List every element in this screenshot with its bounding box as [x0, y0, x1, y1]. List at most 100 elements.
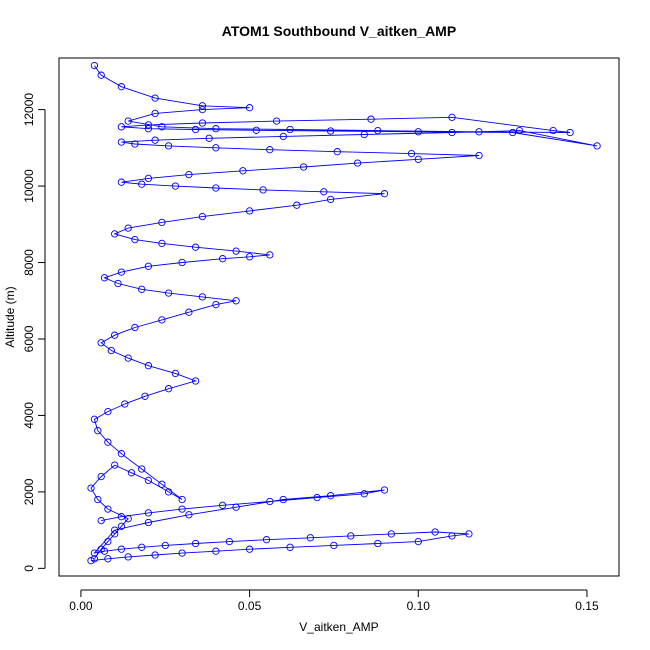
data-point	[414, 128, 422, 136]
data-point	[185, 511, 193, 519]
data-point	[171, 369, 180, 378]
data-point	[367, 115, 375, 123]
data-point	[151, 136, 159, 144]
data-point	[178, 549, 186, 557]
data-point	[164, 142, 173, 150]
data-point	[218, 501, 227, 509]
data-point	[144, 509, 153, 517]
data-point	[158, 316, 166, 324]
y-axis-label: Altitude (m)	[3, 286, 17, 347]
data-point	[326, 127, 335, 135]
data-point	[164, 488, 173, 496]
data-point	[306, 534, 314, 542]
data-point	[212, 300, 220, 309]
data-point	[144, 362, 153, 370]
data-point	[414, 155, 422, 163]
data-point	[111, 526, 119, 534]
data-point	[465, 530, 473, 538]
data-point	[90, 549, 99, 557]
series-line	[90, 489, 469, 562]
data-point	[90, 415, 99, 423]
data-point	[94, 427, 102, 435]
data-point	[111, 331, 119, 339]
data-point	[198, 293, 207, 301]
data-point	[266, 146, 274, 154]
data-point	[171, 182, 180, 190]
data-point	[97, 472, 105, 481]
data-point	[299, 163, 308, 171]
data-point	[262, 536, 271, 544]
data-point	[566, 128, 574, 137]
x-axis-label: V_aitken_AMP	[299, 620, 378, 634]
data-point	[360, 130, 368, 139]
plot-frame	[58, 57, 620, 577]
data-point	[117, 450, 126, 458]
data-point	[158, 123, 166, 131]
data-point	[252, 126, 260, 134]
data-point	[131, 140, 139, 148]
data-point	[87, 557, 95, 565]
data-point	[117, 522, 126, 530]
data-point	[549, 126, 557, 135]
data-point	[191, 125, 200, 134]
y-tick-label: 0	[22, 565, 36, 572]
data-point	[104, 555, 112, 563]
data-point	[212, 547, 220, 555]
data-point	[245, 207, 254, 215]
data-point	[374, 539, 382, 548]
data-point	[138, 465, 146, 473]
data-point	[161, 541, 169, 550]
y-tick-label: 2000	[22, 478, 36, 505]
data-point	[178, 505, 186, 513]
data-point	[117, 268, 126, 276]
data-point	[124, 224, 132, 232]
data-point	[111, 230, 119, 238]
data-point	[218, 255, 227, 263]
data-point	[448, 113, 456, 121]
data-point	[245, 104, 254, 112]
data-point	[475, 128, 483, 136]
data-point	[225, 537, 234, 546]
data-series-layer	[87, 61, 601, 565]
y-tick-label: 4000	[22, 402, 36, 429]
data-point	[475, 151, 483, 160]
y-tick-label: 8000	[22, 249, 36, 276]
data-point	[117, 513, 126, 521]
data-series	[87, 61, 601, 563]
data-point	[360, 490, 368, 498]
data-point	[212, 144, 220, 152]
data-point	[144, 121, 153, 129]
data-point	[232, 503, 240, 511]
data-point	[151, 94, 159, 102]
data-point	[151, 109, 159, 118]
data-point	[117, 83, 126, 91]
data-point	[374, 126, 382, 135]
y-tick-label: 12000	[22, 93, 36, 127]
data-point	[131, 235, 139, 244]
data-point	[158, 480, 166, 488]
x-tick-label: 0.10	[407, 599, 431, 613]
data-point	[198, 119, 207, 127]
data-point	[138, 543, 146, 551]
data-point	[232, 247, 240, 255]
data-point	[259, 186, 267, 194]
data-point	[158, 239, 166, 248]
data-point	[286, 543, 294, 551]
data-point	[131, 323, 139, 332]
x-tick-label: 0.15	[575, 599, 599, 613]
y-tick-label: 10000	[22, 169, 36, 203]
data-point	[448, 128, 456, 137]
data-point	[593, 142, 601, 150]
data-point	[144, 518, 153, 527]
data-point	[266, 497, 274, 506]
data-point	[293, 201, 301, 209]
data-point	[431, 528, 439, 536]
data-point	[144, 174, 153, 183]
data-point	[198, 102, 207, 110]
data-point	[198, 105, 207, 114]
data-point	[124, 354, 132, 362]
data-point	[380, 190, 389, 198]
data-point	[164, 385, 173, 393]
data-point	[100, 547, 109, 555]
